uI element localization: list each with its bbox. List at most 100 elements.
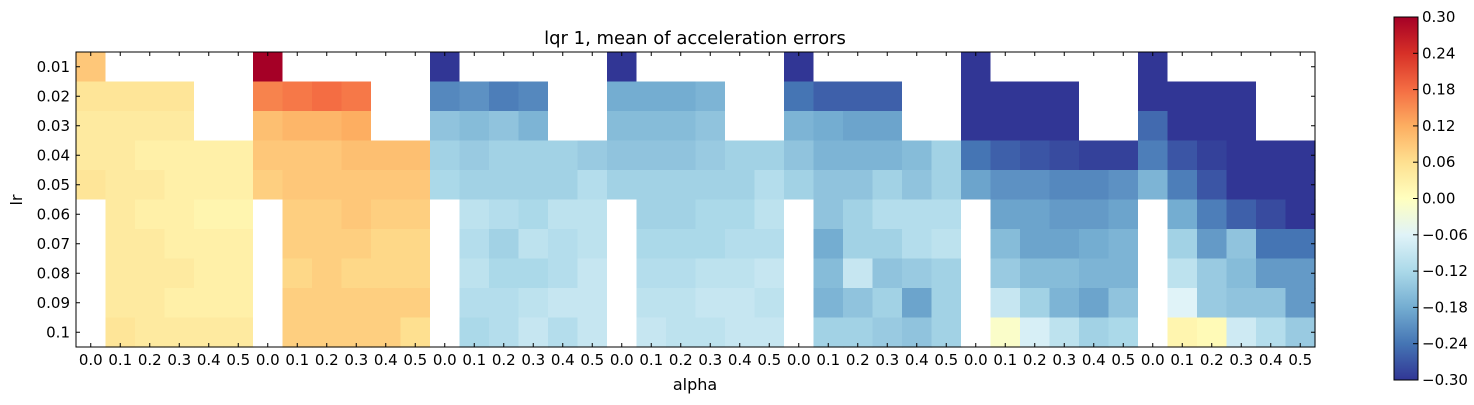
heatmap-cell [725,199,756,230]
heatmap-cell [725,111,756,142]
heatmap-cell [636,229,667,260]
heatmap-cell [548,81,579,112]
heatmap-cell [282,288,313,319]
colorbar-tick-label: −0.24 [1422,335,1468,353]
heatmap-cell [1108,229,1139,260]
heatmap-cell [1020,229,1051,260]
heatmap-cell [105,288,136,319]
y-tick-label: 0.06 [37,205,70,223]
x-tick-label: 0.4 [197,351,221,369]
heatmap-cell [400,229,431,260]
heatmap-cell [902,317,933,348]
heatmap-cell [1108,170,1139,201]
heatmap-cell [341,170,372,201]
heatmap-cell [253,288,284,319]
heatmap-cell [341,52,372,83]
heatmap-cell [754,317,785,348]
heatmap-cell [961,229,992,260]
heatmap-cell [813,288,844,319]
heatmap-cell [223,140,254,171]
heatmap-cell [1167,111,1198,142]
heatmap-cell [931,52,962,83]
heatmap-cell [1285,52,1316,83]
heatmap-cell [695,140,726,171]
heatmap-cell [990,258,1021,289]
heatmap-cell [636,81,667,112]
heatmap-cell [725,140,756,171]
heatmap-cell [607,258,638,289]
heatmap-cell [1167,140,1198,171]
heatmap-cell [1049,170,1080,201]
x-tick-label: 0.3 [167,351,191,369]
heatmap-cell [135,317,166,348]
heatmap-cell [194,81,225,112]
heatmap-cell [872,111,903,142]
x-axis-label: alpha [673,375,717,394]
heatmap-cell [1049,229,1080,260]
heatmap-cell [341,111,372,142]
x-tick-label: 0.0 [256,351,280,369]
heatmap-cell [371,111,402,142]
heatmap-cell [961,288,992,319]
heatmap-cell [1079,81,1110,112]
heatmap-cell [1167,288,1198,319]
heatmap-cell [1197,111,1228,142]
heatmap-cell [695,288,726,319]
heatmap-cell [1079,199,1110,230]
heatmap-cell [813,258,844,289]
heatmap-cell [990,52,1021,83]
heatmap-cell [1256,111,1287,142]
heatmap-cell [371,288,402,319]
heatmap-cell [371,81,402,112]
heatmap-cell [666,199,697,230]
heatmap-cell [784,52,815,83]
heatmap-cell [312,317,343,348]
x-tick-label: 0.2 [846,351,870,369]
heatmap-cell [990,229,1021,260]
heatmap-cell [961,170,992,201]
heatmap-cell [76,140,107,171]
heatmap-cell [1138,170,1169,201]
heatmap-cell [223,52,254,83]
heatmap-cell [784,170,815,201]
heatmap-cell [400,170,431,201]
heatmap-cell [518,140,549,171]
heatmap-cell [1020,199,1051,230]
heatmap-cell [636,140,667,171]
heatmap-cell [1138,258,1169,289]
heatmap-cell [1020,81,1051,112]
x-tick-label: 0.2 [315,351,339,369]
heatmap-cell [282,170,313,201]
heatmap-cell [548,52,579,83]
heatmap-cell [754,199,785,230]
heatmap-cell [135,81,166,112]
heatmap-cell [400,199,431,230]
heatmap-cell [164,317,195,348]
heatmap-cell [548,111,579,142]
heatmap-cell [135,288,166,319]
heatmap-cell [459,111,490,142]
heatmap-cell [784,199,815,230]
heatmap-cell [1256,140,1287,171]
heatmap-cell [194,199,225,230]
heatmap-cell [813,81,844,112]
x-tick-label: 0.3 [344,351,368,369]
heatmap-cell [1167,170,1198,201]
heatmap-cell [430,140,461,171]
heatmap-cell [430,229,461,260]
heatmap-cell [813,140,844,171]
heatmap-cell [1049,140,1080,171]
heatmap-cell [636,317,667,348]
heatmap-cell [1020,317,1051,348]
heatmap-cell [105,140,136,171]
heatmap-cell [607,229,638,260]
heatmap-cell [577,229,608,260]
heatmap-cell [695,317,726,348]
y-axis-ticks: 0.01 0.02 0.03 0.04 0.05 0.06 0.07 0.08 0.09 0.1 [37,58,1315,341]
x-tick-label: 0.0 [433,351,457,369]
heatmap-cell [1256,81,1287,112]
heatmap-cell [1079,170,1110,201]
heatmap-cell [843,170,874,201]
heatmap-cell [607,317,638,348]
x-axis-ticks: 0.0 0.1 0.2 0.3 0.4 0.5 0.0 0.1 0.2 0.3 0.4 0.5 0.0 0… [79,52,1312,369]
